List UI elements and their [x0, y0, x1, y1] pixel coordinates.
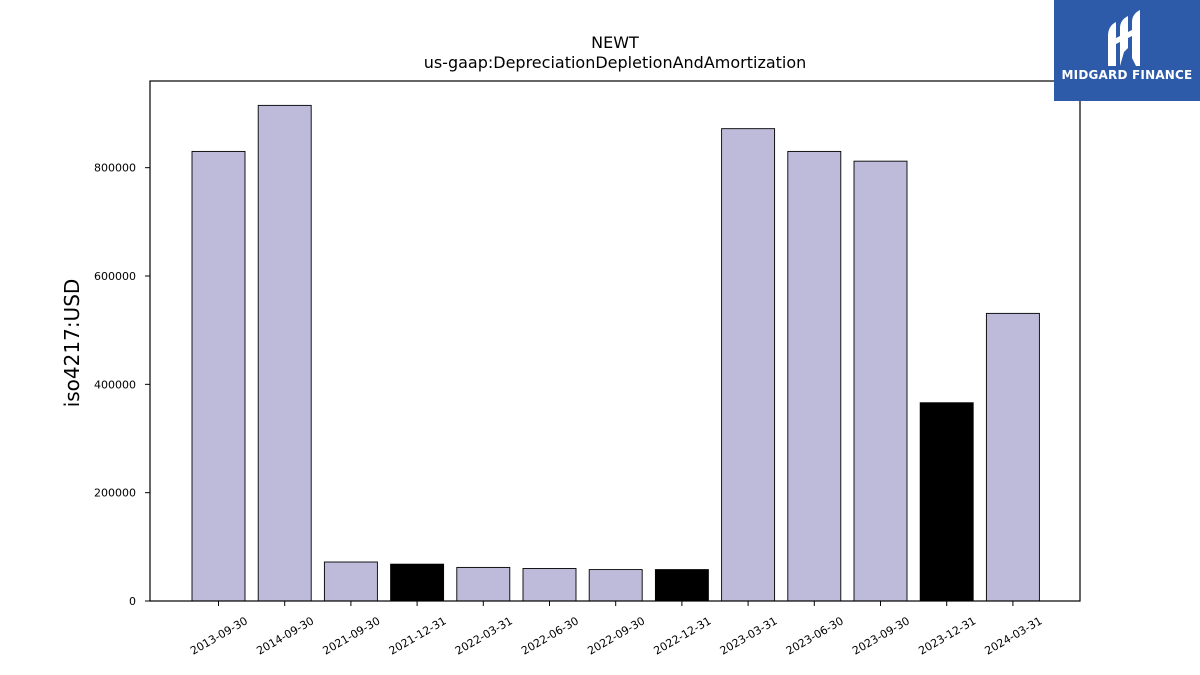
bar-2022-09-30	[588, 569, 643, 602]
chart-title: NEWT	[591, 33, 639, 52]
x-tick-label: 2022-03-31	[453, 614, 515, 657]
bar-2023-09-30	[853, 160, 908, 602]
x-tick-label: 2023-03-31	[718, 614, 780, 657]
brand-logo: MIDGARD FINANCE	[1054, 0, 1200, 101]
x-tick-label: 2022-06-30	[519, 614, 581, 657]
bar-2013-09-30	[191, 150, 246, 602]
bar-2022-12-31	[654, 569, 709, 602]
x-tick-label: 2023-12-31	[916, 614, 978, 657]
x-tick-label: 2013-09-30	[188, 614, 250, 657]
brand-name: MIDGARD FINANCE	[1061, 68, 1193, 82]
x-tick-label: 2023-09-30	[850, 614, 912, 657]
bar-2022-06-30	[522, 568, 577, 602]
y-tick-label: 200000	[94, 487, 136, 500]
bar-2023-06-30	[787, 150, 842, 602]
x-tick-label: 2022-09-30	[585, 614, 647, 657]
bar-2021-09-30	[323, 561, 378, 602]
bar-2023-03-31	[721, 128, 776, 602]
bar-2023-12-31	[919, 402, 974, 602]
bar-2024-03-31	[985, 312, 1040, 602]
y-axis-label: iso4217:USD	[60, 279, 84, 408]
bars-group	[191, 104, 1040, 602]
chart-subtitle: us-gaap:DepreciationDepletionAndAmortiza…	[424, 53, 807, 72]
x-tick-label: 2023-06-30	[784, 614, 846, 657]
x-tick-label: 2021-12-31	[387, 614, 449, 657]
x-axis: 2013-09-30 2014-09-30 2021-09-30 2021-12-31…	[188, 601, 1044, 658]
midgard-m-logo-icon	[1108, 10, 1140, 66]
plot-frame	[149, 80, 1081, 602]
y-tick-label: 400000	[94, 378, 136, 391]
x-tick-label: 2014-09-30	[254, 614, 316, 657]
y-tick-label: 0	[129, 595, 136, 608]
y-tick-label: 600000	[94, 270, 136, 283]
x-tick-label: 2024-03-31	[983, 614, 1045, 657]
bar-2021-12-31	[390, 563, 445, 602]
bar-2014-09-30	[257, 104, 312, 602]
x-tick-label: 2022-12-31	[652, 614, 714, 657]
bar-2022-03-31	[456, 566, 511, 602]
x-tick-label: 2021-09-30	[321, 614, 383, 657]
y-tick-label: 800000	[94, 162, 136, 175]
y-axis: 0 200000 400000 600000 800000	[94, 162, 150, 608]
